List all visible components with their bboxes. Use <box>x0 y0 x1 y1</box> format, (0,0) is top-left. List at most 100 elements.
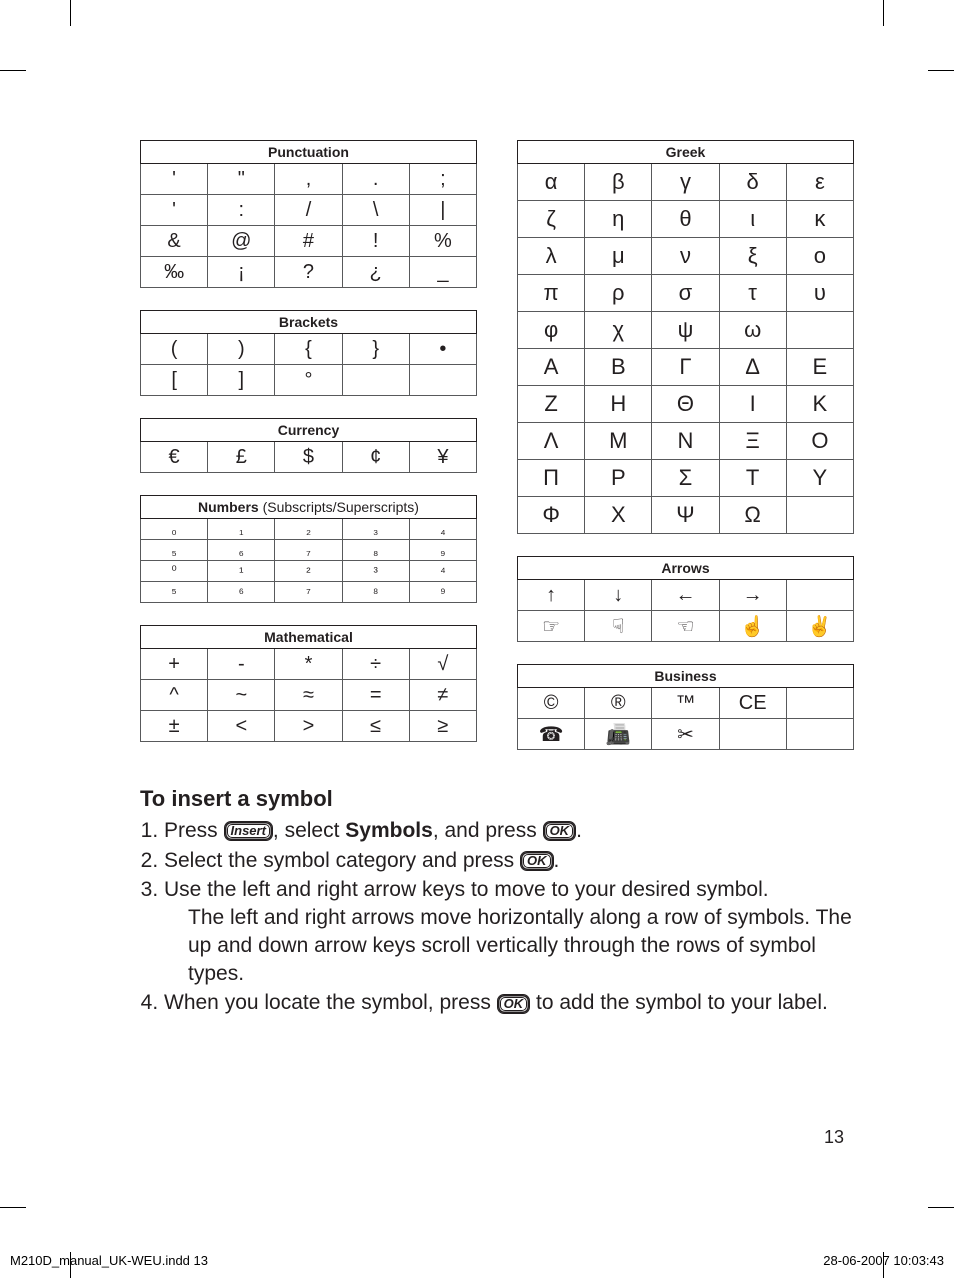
symbol-cell: ] <box>208 365 275 396</box>
symbol-cell: ? <box>275 257 342 288</box>
symbol-cell: Σ <box>652 460 719 497</box>
symbol-cell: ✌ <box>786 611 853 642</box>
symbol-cell: ® <box>585 688 652 719</box>
table-row: ±<>≤≥ <box>141 711 477 742</box>
symbol-cell <box>786 312 853 349</box>
instructions-section: To insert a symbol Press Insert, select … <box>140 784 854 1017</box>
symbol-cell: ≤ <box>342 711 409 742</box>
symbol-cell <box>409 365 476 396</box>
symbol-cell: " <box>208 164 275 195</box>
symbol-cell: Ω <box>719 497 786 534</box>
symbol-cell: £ <box>208 442 275 473</box>
symbol-cell: Ζ <box>518 386 585 423</box>
symbol-cell: ₅ <box>141 540 208 561</box>
symbol-cell: ☜ <box>652 611 719 642</box>
symbol-cell: ε <box>786 164 853 201</box>
symbol-cell: ) <box>208 334 275 365</box>
symbol-cell: ' <box>141 195 208 226</box>
symbol-cell: Ξ <box>719 423 786 460</box>
symbol-cell: ζ <box>518 201 585 238</box>
symbol-cell: ² <box>275 561 342 582</box>
symbol-cell: ☎ <box>518 719 585 750</box>
table-row: €£$¢¥ <box>141 442 477 473</box>
symbol-cell: ☝ <box>719 611 786 642</box>
symbol-cell: Ι <box>719 386 786 423</box>
symbol-cell: ← <box>652 580 719 611</box>
table-header: Arrows <box>518 557 854 580</box>
symbol-cell: $ <box>275 442 342 473</box>
symbol-cell: β <box>585 164 652 201</box>
symbol-cell: ₀ <box>141 519 208 540</box>
symbol-cell: ¡ <box>208 257 275 288</box>
symbol-cell <box>786 719 853 750</box>
table-row: +-*÷√ <box>141 649 477 680</box>
table-row: φχψω <box>518 312 854 349</box>
symbol-cell: Τ <box>719 460 786 497</box>
symbol-cell <box>342 365 409 396</box>
symbol-cell: ™ <box>652 688 719 719</box>
symbol-cell: : <box>208 195 275 226</box>
table-row: ^~≈=≠ <box>141 680 477 711</box>
table-header: Brackets <box>141 311 477 334</box>
symbol-cell: → <box>719 580 786 611</box>
symbol-cell: φ <box>518 312 585 349</box>
table-header: Currency <box>141 419 477 442</box>
symbol-cell: γ <box>652 164 719 201</box>
symbol-cell: Ρ <box>585 460 652 497</box>
symbol-cell: ~ <box>208 680 275 711</box>
symbol-cell: Β <box>585 349 652 386</box>
symbol-cell: ⁶ <box>208 582 275 603</box>
symbol-cell: ⁷ <box>275 582 342 603</box>
symbol-cell: } <box>342 334 409 365</box>
symbol-cell <box>786 580 853 611</box>
table-row: &@#!% <box>141 226 477 257</box>
table-row: ΦΧΨΩ <box>518 497 854 534</box>
symbol-cell: < <box>208 711 275 742</box>
symbol-cell: ν <box>652 238 719 275</box>
symbol-cell: ₂ <box>275 519 342 540</box>
table-row: ζηθικ <box>518 201 854 238</box>
symbol-cell: ⁹ <box>409 582 476 603</box>
table-header: Business <box>518 665 854 688</box>
symbol-cell: Θ <box>652 386 719 423</box>
symbol-cell: ^ <box>141 680 208 711</box>
symbol-cell: Χ <box>585 497 652 534</box>
table-row: λμνξο <box>518 238 854 275</box>
symbol-cell: α <box>518 164 585 201</box>
symbol-cell: ± <box>141 711 208 742</box>
symbol-cell: . <box>342 164 409 195</box>
table-row: '",.; <box>141 164 477 195</box>
symbol-cell: χ <box>585 312 652 349</box>
symbol-cell: Π <box>518 460 585 497</box>
symbol-cell: υ <box>786 275 853 312</box>
instruction-step-3: Use the left and right arrow keys to mov… <box>164 876 854 987</box>
table-row: ↑↓←→ <box>518 580 854 611</box>
mathematical-table: Mathematical +-*÷√^~≈=≠±<>≤≥ <box>140 625 477 742</box>
symbol-cell: / <box>275 195 342 226</box>
currency-table: Currency €£$¢¥ <box>140 418 477 473</box>
symbol-cell: ☟ <box>585 611 652 642</box>
symbol-cell: CE <box>719 688 786 719</box>
table-row: ‰¡?¿_ <box>141 257 477 288</box>
page-number: 13 <box>824 1127 844 1148</box>
table-header: Greek <box>518 141 854 164</box>
symbol-cell: ⁸ <box>342 582 409 603</box>
instructions-heading: To insert a symbol <box>140 784 854 813</box>
symbol-cell: ³ <box>342 561 409 582</box>
symbol-cell: ξ <box>719 238 786 275</box>
symbol-cell: ÷ <box>342 649 409 680</box>
symbol-cell: ₉ <box>409 540 476 561</box>
table-body: '",.;':/\|&@#!%‰¡?¿_ <box>141 164 477 288</box>
symbol-cell: ₃ <box>342 519 409 540</box>
table-header: Numbers (Subscripts/Superscripts) <box>141 496 477 519</box>
table-body: ₀₁₂₃₄₅₆₇₈₉⁰¹²³⁴⁵⁶⁷⁸⁹ <box>141 519 477 603</box>
symbol-cell: Ψ <box>652 497 719 534</box>
symbol-cell: ⁰ <box>141 561 208 582</box>
symbol-cell: € <box>141 442 208 473</box>
ok-keycap: OK <box>543 821 577 841</box>
table-body: ↑↓←→☞☟☜☝✌ <box>518 580 854 642</box>
symbol-cell: 📠 <box>585 719 652 750</box>
manual-page: Punctuation '",.;':/\|&@#!%‰¡?¿_ Bracket… <box>0 0 954 1278</box>
symbol-cell: ₇ <box>275 540 342 561</box>
symbol-cell: Κ <box>786 386 853 423</box>
